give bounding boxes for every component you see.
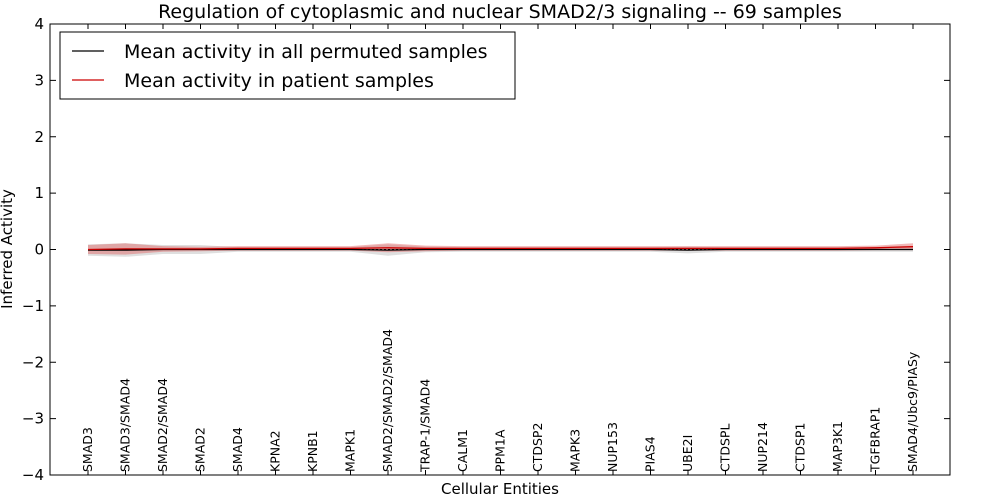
y-tick-label: −3 [22, 410, 44, 428]
x-tick-label: MAPK1 [343, 429, 358, 472]
y-tick-label: 0 [34, 241, 44, 259]
x-tick-label: SMAD4 [230, 427, 245, 472]
y-tick-label: 3 [34, 71, 44, 89]
y-axis-label: Inferred Activity [0, 189, 16, 309]
x-axis-label: Cellular Entities [441, 480, 559, 498]
x-tick-label: SMAD4/Ubc9/PIASy [905, 351, 920, 472]
legend-box [59, 31, 516, 100]
y-tick-label: −1 [22, 297, 44, 315]
x-tick-label: MAPK3 [568, 429, 583, 472]
y-tick-label: −4 [22, 466, 44, 484]
x-tick-label: MAP3K1 [830, 421, 845, 472]
x-tick-label: TRAP-1/SMAD4 [418, 379, 433, 473]
series-line-permuted [88, 248, 913, 251]
legend-label-patient: Mean activity in patient samples [124, 70, 434, 92]
plot-area [87, 243, 914, 257]
y-axis: 4 3 2 1 0 −1 −2 −3 −4 [22, 15, 950, 484]
x-tick-label: NUP153 [605, 422, 620, 472]
y-tick-label: 1 [34, 184, 44, 202]
x-tick-label: NUP214 [755, 422, 770, 472]
y-tick-label: 4 [34, 15, 44, 33]
series-line-patient [87, 246, 914, 251]
x-tick-label: SMAD3/SMAD4 [118, 378, 133, 472]
x-tick-label: SMAD2/SMAD4 [155, 378, 170, 472]
x-tick-label: UBE2I [680, 435, 695, 472]
y-tick-label: −2 [22, 353, 44, 371]
x-tick-label: SMAD2/SMAD2/SMAD4 [380, 329, 395, 472]
x-tick-label: CTDSP2 [530, 423, 545, 472]
y-tick-label: 2 [34, 128, 44, 146]
x-tick-label: CTDSPL [718, 424, 733, 472]
x-tick-label: PIAS4 [643, 436, 658, 472]
x-tick-label: CTDSP1 [793, 423, 808, 472]
x-tick-label: SMAD3 [80, 427, 95, 472]
x-axis: SMAD3 SMAD3/SMAD4 SMAD2/SMAD4 SMAD2 SMAD4 KPN… [80, 24, 920, 475]
x-tick-label: SMAD2 [193, 427, 208, 472]
x-tick-label: PPM1A [493, 429, 508, 472]
legend-label-permuted: Mean activity in all permuted samples [124, 41, 487, 63]
chart-title: Regulation of cytoplasmic and nuclear SM… [158, 1, 842, 23]
legend: Mean activity in all permuted samples Me… [59, 31, 516, 100]
x-tick-label: KPNA2 [268, 430, 283, 472]
x-tick-label: KPNB1 [305, 430, 320, 472]
x-tick-label: CALM1 [455, 429, 470, 472]
x-tick-label: TGFBRAP1 [868, 407, 883, 473]
